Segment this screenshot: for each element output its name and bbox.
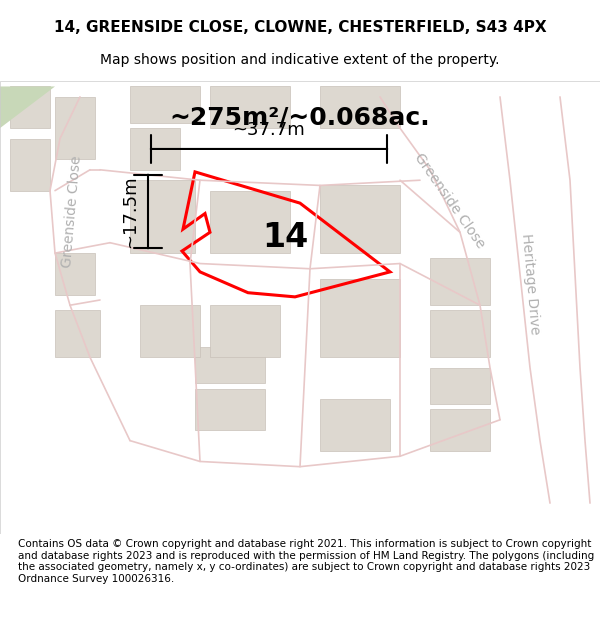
Polygon shape	[55, 97, 95, 159]
Polygon shape	[430, 311, 490, 358]
Polygon shape	[320, 186, 400, 253]
Polygon shape	[130, 180, 195, 253]
Polygon shape	[140, 305, 200, 358]
Text: 14: 14	[262, 221, 308, 254]
Polygon shape	[320, 399, 390, 451]
Polygon shape	[10, 139, 50, 191]
Polygon shape	[55, 311, 100, 358]
Polygon shape	[210, 305, 280, 358]
Text: Map shows position and indicative extent of the property.: Map shows position and indicative extent…	[100, 52, 500, 67]
Text: ~17.5m: ~17.5m	[121, 175, 139, 248]
Polygon shape	[430, 409, 490, 451]
Polygon shape	[210, 86, 290, 128]
Polygon shape	[195, 347, 265, 383]
Polygon shape	[0, 86, 55, 128]
Text: Greenside Close: Greenside Close	[60, 155, 84, 268]
Text: 14, GREENSIDE CLOSE, CLOWNE, CHESTERFIELD, S43 4PX: 14, GREENSIDE CLOSE, CLOWNE, CHESTERFIEL…	[53, 20, 547, 35]
Text: Heritage Drive: Heritage Drive	[518, 233, 541, 336]
Text: Greenside Close: Greenside Close	[412, 151, 488, 251]
Text: ~37.7m: ~37.7m	[233, 121, 305, 139]
Polygon shape	[130, 86, 200, 123]
Polygon shape	[130, 128, 180, 170]
Polygon shape	[430, 258, 490, 305]
Polygon shape	[10, 86, 50, 128]
Polygon shape	[430, 368, 490, 404]
Polygon shape	[55, 253, 95, 295]
Polygon shape	[195, 389, 265, 430]
Text: Contains OS data © Crown copyright and database right 2021. This information is : Contains OS data © Crown copyright and d…	[18, 539, 594, 584]
Polygon shape	[210, 191, 290, 253]
Text: ~275m²/~0.068ac.: ~275m²/~0.068ac.	[170, 106, 430, 130]
Polygon shape	[320, 279, 400, 358]
Polygon shape	[320, 86, 400, 128]
